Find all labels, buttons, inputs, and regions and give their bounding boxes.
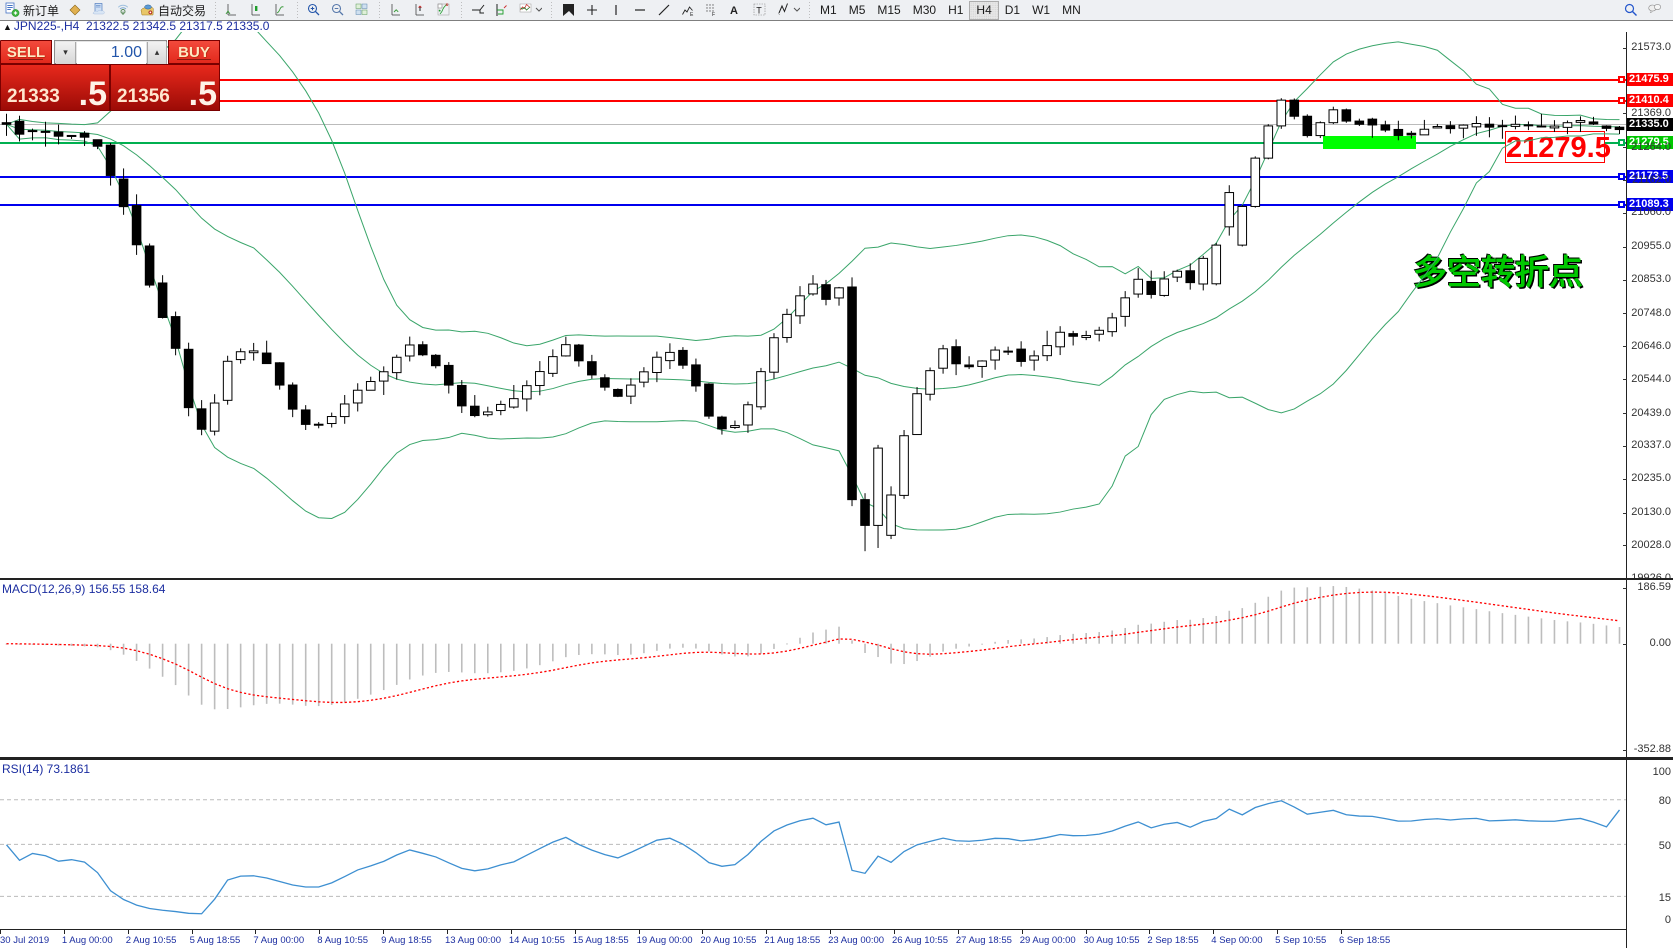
- svg-text:T: T: [756, 6, 762, 16]
- svg-text:E: E: [690, 12, 694, 18]
- svg-text:F: F: [712, 12, 715, 18]
- svg-text:A: A: [730, 5, 738, 17]
